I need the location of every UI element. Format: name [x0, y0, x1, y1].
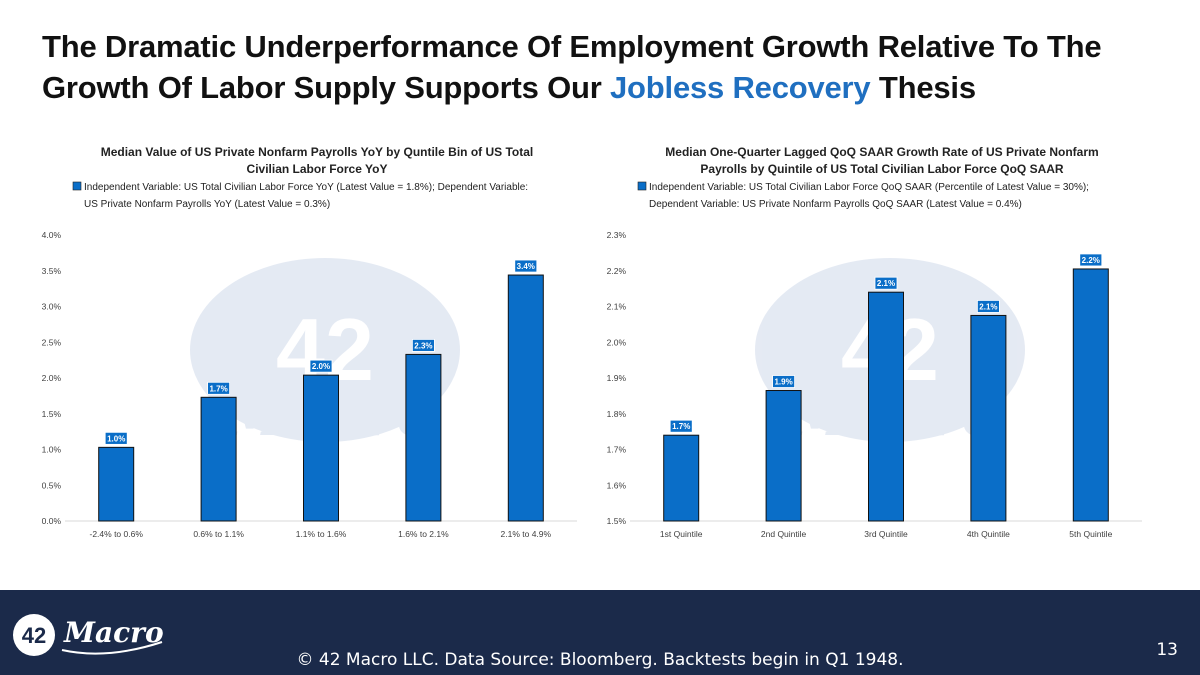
x-tick-label: 2.1% to 4.9% [501, 529, 552, 539]
title-text-part1: The Dramatic Underperformance Of Employm… [42, 29, 1102, 105]
y-tick-label: 2.5% [42, 337, 62, 347]
title-highlight: Jobless Recovery [610, 70, 871, 105]
data-label-box [207, 381, 231, 395]
y-tick-label: 0.0% [42, 516, 62, 526]
x-tick-label: -2.4% to 0.6% [90, 529, 144, 539]
legend-swatch [637, 181, 647, 191]
data-label: 1.7% [209, 384, 227, 393]
data-label-box [669, 419, 693, 433]
legend-text-line: Independent Variable: US Total Civilian … [84, 182, 528, 193]
data-label-box [772, 375, 796, 388]
y-tick-label: 1.8% [607, 409, 627, 419]
y-tick-label: 2.0% [607, 337, 627, 347]
chart-title-line: Median Value of US Private Nonfarm Payro… [101, 145, 534, 159]
chart-left: 42MacroMedian Value of US Private Nonfar… [25, 140, 585, 560]
data-label-box [514, 259, 538, 273]
x-tick-label: 3rd Quintile [864, 529, 908, 539]
logo-number: 42 [22, 623, 46, 648]
logo-word: Macro [63, 616, 164, 649]
data-label: 2.1% [877, 279, 895, 288]
chart-svg: 42MacroMedian One-Quarter Lagged QoQ SAA… [607, 145, 1142, 539]
legend-text-line: Dependent Variable: US Private Nonfarm P… [649, 199, 1022, 210]
x-tick-label: 1.1% to 1.6% [296, 529, 347, 539]
bar [868, 291, 904, 522]
bar [1072, 268, 1109, 522]
data-label-box [1079, 253, 1103, 267]
logo-swoosh [61, 641, 163, 655]
data-label: 2.2% [1082, 256, 1100, 265]
bar [98, 446, 135, 522]
y-tick-label: 2.2% [607, 266, 627, 276]
bar [405, 353, 442, 522]
y-tick-label: 1.6% [607, 480, 627, 490]
y-tick-label: 1.5% [607, 516, 627, 526]
macro-logo: 42 Macro [13, 614, 164, 656]
x-tick-label: 5th Quintile [1069, 529, 1112, 539]
footer-source-note: © 42 Macro LLC. Data Source: Bloomberg. … [296, 650, 904, 670]
data-label: 2.0% [312, 362, 330, 371]
y-tick-label: 2.0% [42, 373, 62, 383]
data-label-box [104, 431, 128, 445]
slide-title: The Dramatic Underperformance Of Employm… [42, 26, 1162, 108]
x-tick-label: 1.6% to 2.1% [398, 529, 449, 539]
bar [507, 274, 544, 522]
chart-right: 42MacroMedian One-Quarter Lagged QoQ SAA… [590, 140, 1150, 560]
data-label: 2.1% [979, 302, 997, 311]
legend-swatch [72, 181, 82, 191]
y-tick-label: 1.0% [42, 445, 62, 455]
data-label: 1.0% [107, 434, 125, 443]
data-label-box [976, 300, 1000, 313]
data-label-box [309, 359, 333, 373]
y-tick-label: 0.5% [42, 480, 62, 490]
watermark-ellipse [190, 258, 460, 442]
y-tick-label: 1.9% [607, 373, 627, 383]
y-tick-label: 1.5% [42, 409, 62, 419]
page-number: 13 [1156, 640, 1178, 660]
chart-title-line: Payrolls by Quintile of US Total Civilia… [700, 162, 1063, 176]
legend-text-line: Independent Variable: US Total Civilian … [649, 182, 1089, 193]
y-tick-label: 3.5% [42, 266, 62, 276]
bar [765, 390, 802, 522]
x-tick-label: 0.6% to 1.1% [193, 529, 244, 539]
bar [663, 434, 700, 522]
y-tick-label: 4.0% [42, 230, 62, 240]
y-tick-label: 2.1% [607, 302, 627, 312]
footer-bar: 42 Macro © 42 Macro LLC. Data Source: Bl… [0, 590, 1200, 675]
chart-title-line: Civilian Labor Force YoY [247, 162, 388, 176]
logo-circle [13, 614, 55, 656]
chart-svg: 42MacroMedian Value of US Private Nonfar… [42, 145, 577, 539]
bar [303, 374, 339, 522]
data-label: 1.7% [672, 422, 690, 431]
bar [970, 314, 1007, 522]
x-tick-label: 2nd Quintile [761, 529, 807, 539]
y-tick-label: 3.0% [42, 302, 62, 312]
data-label: 2.3% [414, 341, 432, 350]
data-label-box [874, 276, 898, 290]
y-tick-label: 1.7% [607, 445, 627, 455]
data-label-box [411, 339, 435, 352]
data-label: 1.9% [774, 378, 792, 387]
x-tick-label: 1st Quintile [660, 529, 703, 539]
data-label: 3.4% [517, 262, 535, 271]
y-tick-label: 2.3% [607, 230, 627, 240]
x-tick-label: 4th Quintile [967, 529, 1010, 539]
chart-title-line: Median One-Quarter Lagged QoQ SAAR Growt… [665, 145, 1098, 159]
bar [200, 396, 237, 522]
legend-text-line: US Private Nonfarm Payrolls YoY (Latest … [84, 199, 330, 210]
title-text-part2: Thesis [870, 70, 976, 105]
